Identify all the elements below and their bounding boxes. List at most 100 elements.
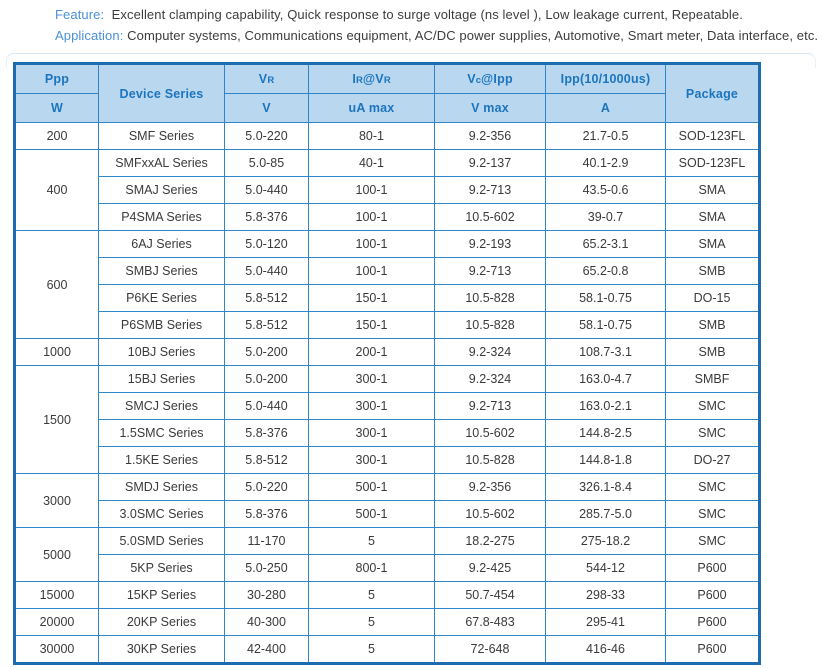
cell-vr: 42-400: [224, 635, 309, 664]
cell-ppp: 15000: [14, 581, 99, 609]
cell-device-series: SMFxxAL Series: [98, 149, 225, 177]
cell-ipp: 295-41: [545, 608, 666, 636]
cell-device-series: SMF Series: [98, 122, 225, 150]
header-ir-at-vr: IR@VR: [308, 63, 435, 94]
cell-ir-at-vr: 5: [308, 608, 435, 636]
header-ppp: Ppp: [14, 63, 99, 94]
application-line: Application: Computer systems, Communica…: [55, 25, 819, 46]
header-vr: VR: [224, 63, 309, 94]
cell-ir-at-vr: 5: [308, 527, 435, 555]
table-row: SMCJ Series 5.0-440 300-1 9.2-713 163.0-2.1 S…: [15, 392, 760, 420]
cell-device-series: SMDJ Series: [98, 473, 225, 501]
cell-ir-at-vr: 40-1: [308, 149, 435, 177]
cell-ipp: 43.5-0.6: [545, 176, 666, 204]
cell-package: P600: [665, 554, 760, 582]
cell-vr: 5.8-376: [224, 419, 309, 447]
cell-vc-at-ipp: 50.7-454: [434, 581, 546, 609]
cell-vr: 5.0-440: [224, 176, 309, 204]
cell-device-series: P6KE Series: [98, 284, 225, 312]
header-vc-rest: @Ipp: [481, 72, 513, 86]
cell-vc-at-ipp: 9.2-193: [434, 230, 546, 258]
cell-ir-at-vr: 200-1: [308, 338, 435, 366]
cell-ir-at-vr: 100-1: [308, 176, 435, 204]
cell-device-series: 30KP Series: [98, 635, 225, 664]
cell-ppp: 1500: [14, 365, 99, 474]
table-row: P6KE Series 5.8-512 150-1 10.5-828 58.1-0.75…: [15, 284, 760, 312]
table-row: 1.5KE Series 5.8-512 300-1 10.5-828 144.8-1.…: [15, 446, 760, 474]
cell-ipp: 285.7-5.0: [545, 500, 666, 528]
cell-vc-at-ipp: 9.2-713: [434, 392, 546, 420]
header-vr-sub: R: [267, 75, 275, 86]
cell-package: SOD-123FL: [665, 122, 760, 150]
cell-ppp: 20000: [14, 608, 99, 636]
cell-package: DO-15: [665, 284, 760, 312]
header-ir-i: I: [352, 72, 356, 86]
table-row: 3.0SMC Series 5.8-376 500-1 10.5-602 285.7-5…: [15, 500, 760, 528]
table-row: 3000 SMDJ Series 5.0-220 500-1 9.2-356 326.1-…: [14, 473, 760, 528]
header-ir-unit-label: uA max: [348, 101, 395, 115]
cell-vr: 5.0-85: [224, 149, 309, 177]
cell-device-series: 1.5KE Series: [98, 446, 225, 474]
cell-vr: 30-280: [224, 581, 309, 609]
cell-vc-at-ipp: 9.2-713: [434, 257, 546, 285]
cell-ppp: 400: [14, 149, 99, 231]
cell-device-series: P6SMB Series: [98, 311, 225, 339]
cell-ipp: 144.8-1.8: [545, 446, 666, 474]
cell-ipp: 39-0.7: [545, 203, 666, 231]
cell-ir-at-vr: 300-1: [308, 419, 435, 447]
cell-package: SMC: [665, 419, 760, 447]
header-ipp: Ipp(10/1000us): [545, 63, 666, 94]
cell-ir-at-vr: 100-1: [308, 257, 435, 285]
cell-vc-at-ipp: 10.5-828: [434, 311, 546, 339]
cell-ppp: 30000: [14, 635, 99, 664]
header-vc-unit: V max: [434, 93, 546, 123]
cell-vc-at-ipp: 10.5-602: [434, 500, 546, 528]
cell-ir-at-vr: 300-1: [308, 392, 435, 420]
cell-device-series: 15KP Series: [98, 581, 225, 609]
cell-vc-at-ipp: 9.2-425: [434, 554, 546, 582]
cell-package: SMC: [665, 527, 760, 555]
cell-ipp: 275-18.2: [545, 527, 666, 555]
cell-vc-at-ipp: 72-648: [434, 635, 546, 664]
cell-ipp: 40.1-2.9: [545, 149, 666, 177]
header-vc-sub: c: [475, 75, 482, 86]
cell-vr: 5.0-250: [224, 554, 309, 582]
table-row: 400 SMFxxAL Series 5.0-85 40-1 9.2-137 40.1-2…: [14, 149, 760, 231]
section-panel-edge: [6, 53, 816, 68]
table-row: 1.5SMC Series 5.8-376 300-1 10.5-602 144.8-2…: [15, 419, 760, 447]
cell-package: P600: [665, 608, 760, 636]
header-row-1: Ppp Device Series VR IR@VR Vc@Ipp Ipp(10…: [14, 63, 760, 123]
cell-vc-at-ipp: 18.2-275: [434, 527, 546, 555]
cell-vc-at-ipp: 9.2-137: [434, 149, 546, 177]
cell-ipp: 416-46: [545, 635, 666, 664]
cell-ir-at-vr: 150-1: [308, 284, 435, 312]
cell-package: SMB: [665, 311, 760, 339]
table-row: 5KP Series 5.0-250 800-1 9.2-425 544-12 P600: [15, 554, 760, 582]
cell-vc-at-ipp: 67.8-483: [434, 608, 546, 636]
table-row: SMAJ Series 5.0-440 100-1 9.2-713 43.5-0.6 SM…: [15, 176, 760, 204]
application-text: Computer systems, Communications equipme…: [127, 28, 819, 43]
header-vr-unit: V: [224, 93, 309, 123]
header-vc-main: V: [467, 72, 476, 86]
cell-ipp: 58.1-0.75: [545, 311, 666, 339]
header-device-series: Device Series: [98, 63, 225, 123]
cell-device-series: SMCJ Series: [98, 392, 225, 420]
table-row: 30000 30KP Series 42-400 5 72-648 416-46 P600: [14, 635, 760, 664]
cell-ir-at-vr: 800-1: [308, 554, 435, 582]
cell-vr: 5.0-220: [224, 473, 309, 501]
header-ir-unit: uA max: [308, 93, 435, 123]
cell-device-series: SMBJ Series: [98, 257, 225, 285]
cell-device-series: 20KP Series: [98, 608, 225, 636]
cell-vr: 5.0-120: [224, 230, 309, 258]
feature-text: Excellent clamping capability, Quick res…: [111, 7, 743, 22]
cell-vr: 5.8-512: [224, 446, 309, 474]
cell-vc-at-ipp: 10.5-828: [434, 284, 546, 312]
cell-ipp: 65.2-3.1: [545, 230, 666, 258]
cell-ir-at-vr: 80-1: [308, 122, 435, 150]
header-ipp-unit-label: A: [600, 101, 611, 115]
header-device-series-label: Device Series: [119, 86, 204, 101]
header-ipp-label: Ipp(10/1000us): [560, 72, 651, 86]
cell-ppp: 3000: [14, 473, 99, 528]
cell-vr: 5.8-512: [224, 311, 309, 339]
cell-ppp: 5000: [14, 527, 99, 582]
